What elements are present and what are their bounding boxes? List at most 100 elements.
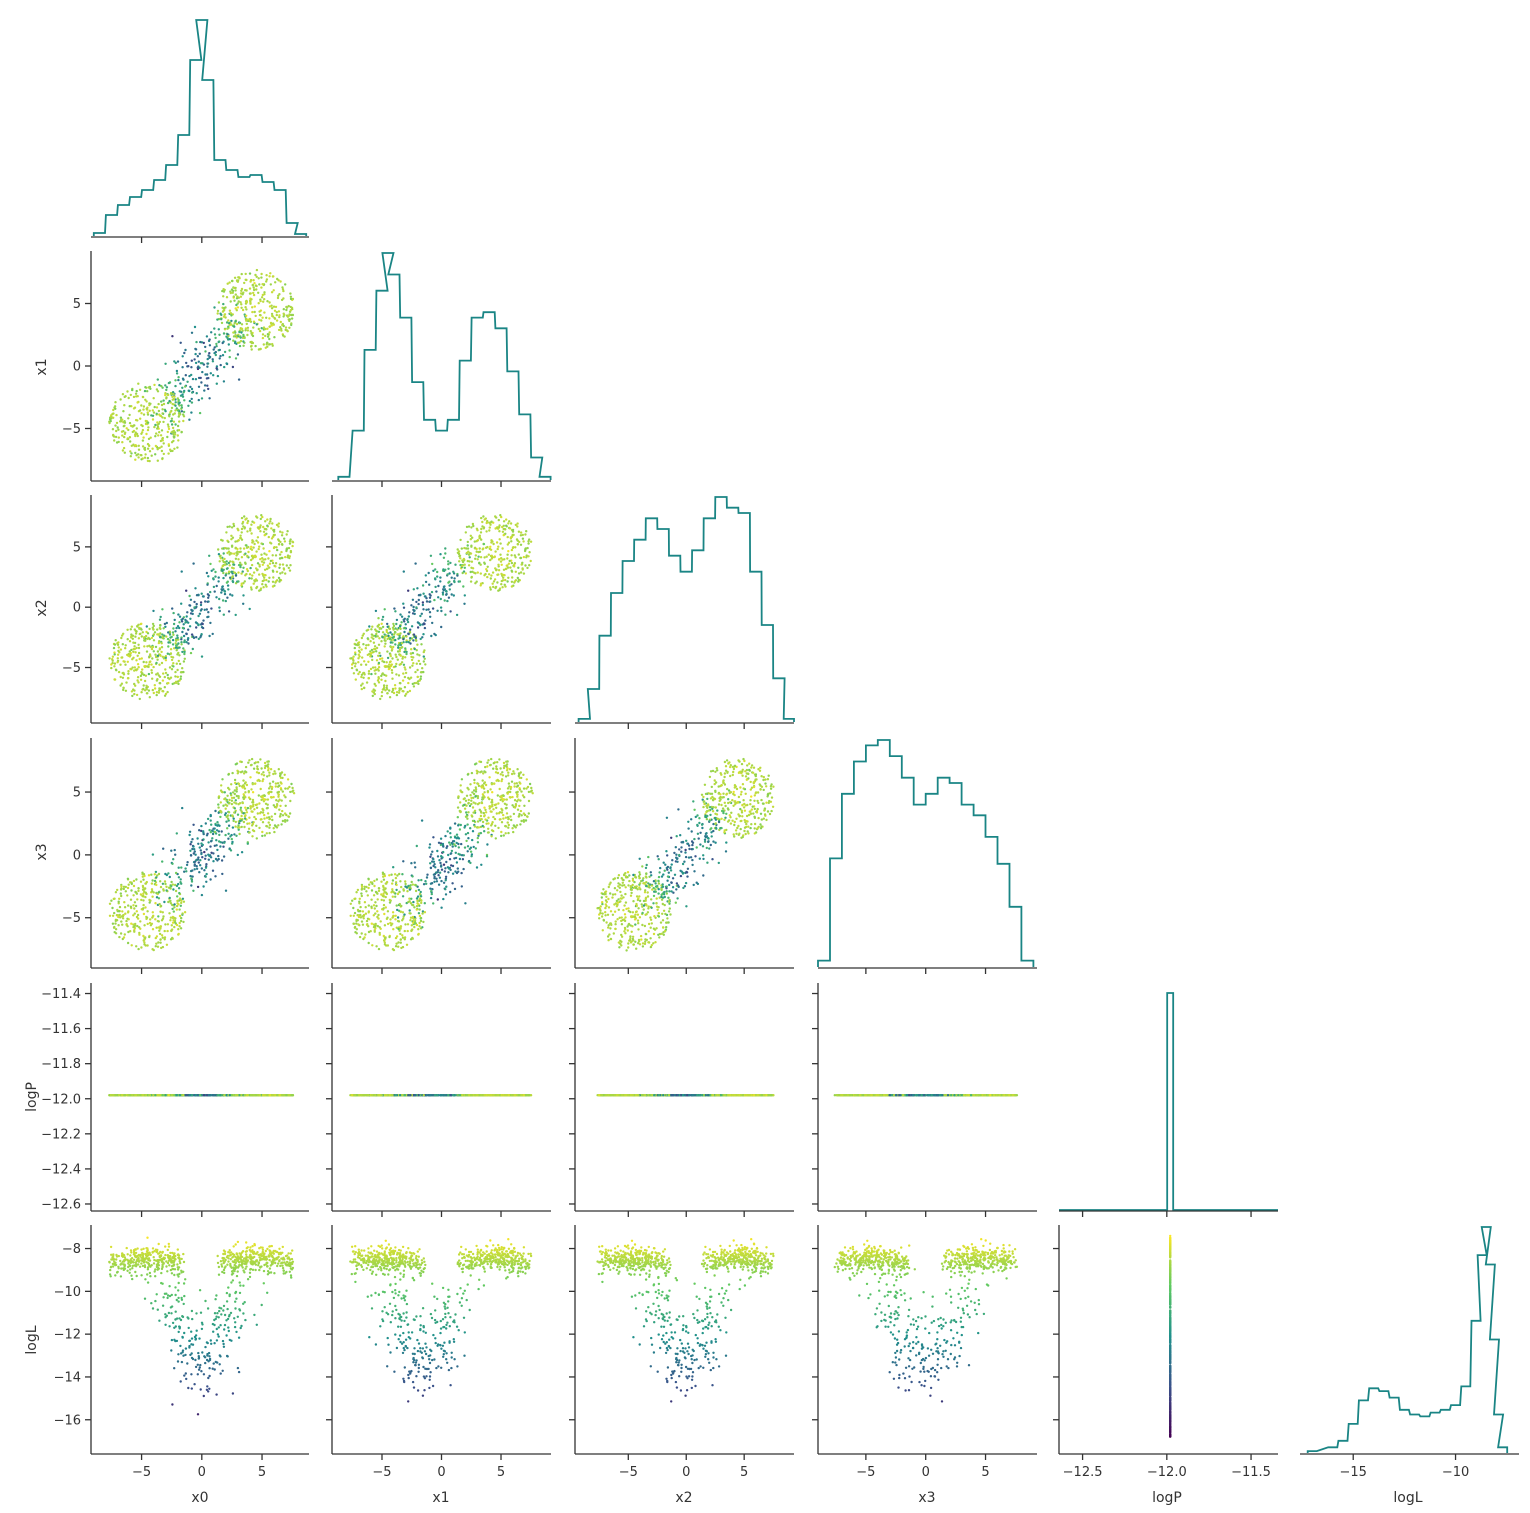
scatter-point [768,812,772,816]
scatter-point [178,662,182,666]
scatter-point [364,906,367,909]
scatter-point [417,659,420,663]
scatter-point [225,567,229,570]
scatter-point [487,553,490,556]
scatter-point [228,309,232,312]
scatter-point [209,813,212,817]
scatter-point [192,845,195,848]
scatter-point [227,343,230,346]
scatter-point [441,591,445,594]
scatter-point [200,851,203,855]
scatter-point [237,539,240,542]
scatter-point [227,811,231,814]
scatter-point [160,646,164,649]
scatter-point [507,774,510,777]
scatter-point [172,662,175,665]
scatter-point [170,924,173,927]
scatter-point [482,542,486,546]
scatter-point [145,684,148,687]
scatter-point [217,301,221,304]
scatter-point [175,904,179,908]
scatter-point [157,891,160,894]
scatter-point [146,944,149,947]
scatter-point [132,641,135,644]
scatter-point [418,914,422,918]
scatter-point [193,325,197,329]
scatter-point [210,331,213,334]
scatter-point [124,644,127,647]
scatter-point [281,531,284,534]
scatter-point [208,854,211,858]
scatter-point [238,330,241,334]
scatter-point [445,885,448,888]
scatter-point [432,860,436,863]
scatter-point [154,870,158,874]
scatter-point [423,911,427,914]
scatter-point [270,324,273,327]
scatter-point [507,562,511,565]
scatter-point [518,781,521,784]
scatter-point [192,889,195,892]
scatter-point [251,574,254,577]
scatter-point [677,808,680,811]
scatter-point [155,926,158,929]
scatter-point [126,437,129,440]
scatter-point [395,655,398,659]
scatter-point [445,860,448,864]
scatter-point [247,790,250,793]
scatter-point [174,642,177,645]
scatter-point [376,910,379,913]
scatter-point [377,889,381,893]
scatter-point [237,378,241,381]
scatter-point [157,641,161,645]
scatter-point [367,638,370,641]
scatter-point [188,389,191,393]
scatter-point [147,437,151,441]
scatter-point [173,921,177,924]
scatter-point [463,546,466,550]
scatter-point [422,608,425,611]
scatter-point [702,874,705,877]
scatter-point [135,427,138,430]
scatter-point [637,922,640,925]
scatter-point [508,559,511,563]
scatter-point [174,889,178,893]
scatter-point [260,542,263,545]
scatter-point [125,919,128,923]
scatter-point [734,829,738,832]
scatter-point [174,361,177,365]
scatter-point [649,918,653,921]
scatter-point [191,647,194,651]
scatter-point [437,874,440,877]
scatter-point [289,309,292,312]
scatter-point [208,828,211,832]
scatter-point [214,875,217,878]
scatter-point [136,676,140,679]
scatter-point [628,874,631,877]
scatter-point [470,799,473,802]
scatter-point [246,822,249,825]
scatter-point [158,446,161,450]
scatter-point [266,825,269,828]
scatter-point [492,542,495,546]
scatter-point [172,413,175,416]
scatter-point [195,340,198,344]
scatter-point [112,416,115,419]
scatter-point [240,825,243,829]
scatter-point [222,845,225,848]
scatter-point [486,765,489,768]
scatter-point [240,760,243,764]
scatter-point [228,281,231,284]
scatter-point [500,779,503,783]
scatter-point [259,811,263,814]
scatter-point [173,395,176,398]
scatter-point [117,646,121,649]
scatter-point [278,580,281,583]
scatter-point [378,651,381,655]
scatter-point [252,805,255,808]
scatter-point [732,833,735,836]
scatter-point [256,812,259,815]
scatter-point [350,666,354,670]
scatter-point [493,803,497,807]
scatter-point [156,390,160,393]
